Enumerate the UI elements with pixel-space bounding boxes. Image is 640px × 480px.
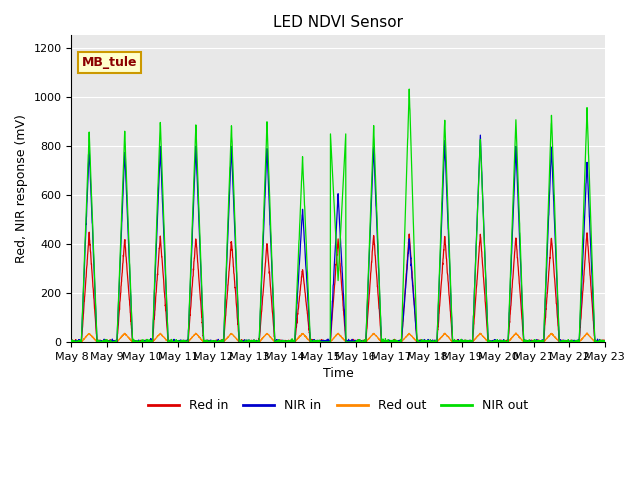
Legend: Red in, NIR in, Red out, NIR out: Red in, NIR in, Red out, NIR out <box>143 394 534 417</box>
Title: LED NDVI Sensor: LED NDVI Sensor <box>273 15 403 30</box>
Y-axis label: Red, NIR response (mV): Red, NIR response (mV) <box>15 114 28 263</box>
Text: MB_tule: MB_tule <box>82 56 138 69</box>
X-axis label: Time: Time <box>323 367 353 380</box>
